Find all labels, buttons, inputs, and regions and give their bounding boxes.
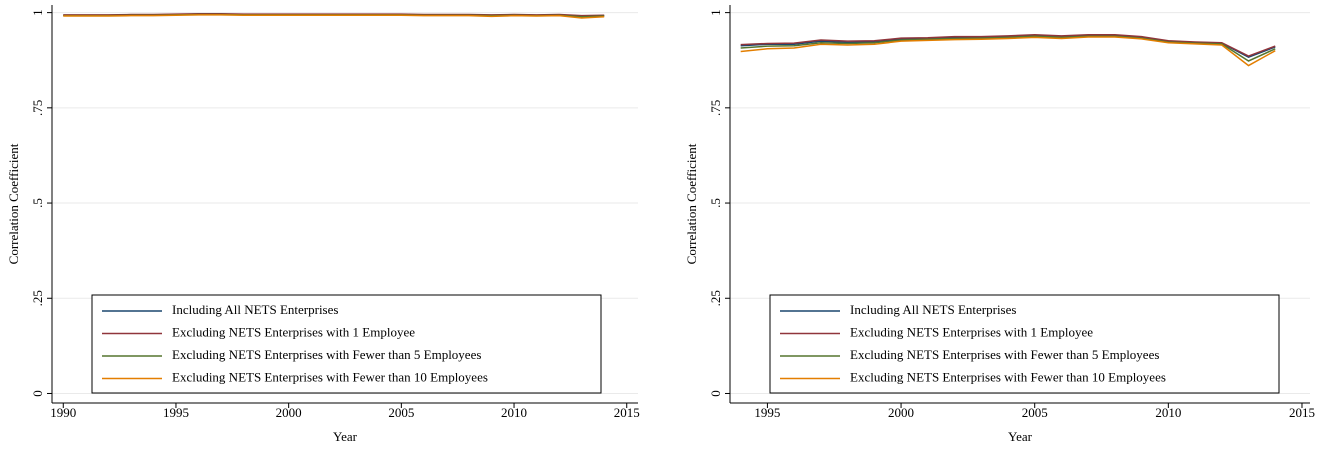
y-tick-label: 1 — [30, 9, 45, 16]
y-tick-label: .5 — [30, 198, 45, 208]
x-tick-label: 1995 — [163, 405, 189, 420]
x-tick-label: 1995 — [754, 405, 780, 420]
legend-label: Excluding NETS Enterprises with Fewer th… — [172, 347, 481, 362]
x-tick-label: 2005 — [1022, 405, 1048, 420]
y-tick-label: .75 — [708, 100, 723, 116]
legend-box — [91, 294, 602, 394]
y-tick-label: .25 — [708, 290, 723, 306]
x-axis-title: Year — [333, 429, 358, 444]
x-tick-label: 2000 — [888, 405, 914, 420]
x-tick-label: 2005 — [388, 405, 414, 420]
x-tick-label: 2010 — [501, 405, 527, 420]
series-line — [63, 13, 605, 17]
y-tick-label: 0 — [708, 390, 723, 397]
legend-label: Excluding NETS Enterprises with Fewer th… — [850, 369, 1166, 384]
x-tick-label: 2015 — [614, 405, 640, 420]
legend-label: Excluding NETS Enterprises with Fewer th… — [850, 347, 1159, 362]
series-line — [740, 35, 1276, 62]
series-line — [740, 33, 1276, 57]
legend-box — [769, 294, 1280, 394]
y-axis-title: Correlation Coefficient — [6, 143, 21, 264]
series-line — [740, 36, 1276, 67]
y-tick-label: .75 — [30, 100, 45, 116]
y-tick-label: 0 — [30, 390, 45, 397]
legend-label: Excluding NETS Enterprises with 1 Employ… — [172, 324, 415, 339]
legend-label: Excluding NETS Enterprises with Fewer th… — [172, 369, 488, 384]
y-tick-label: .5 — [708, 198, 723, 208]
x-tick-label: 2015 — [1289, 405, 1315, 420]
legend-label: Excluding NETS Enterprises with 1 Employ… — [850, 324, 1093, 339]
x-tick-label: 1990 — [50, 405, 76, 420]
legend-label: Including All NETS Enterprises — [850, 302, 1016, 317]
y-tick-label: 1 — [708, 9, 723, 16]
y-axis-title: Correlation Coefficient — [684, 143, 699, 264]
series-line — [63, 14, 605, 19]
y-tick-label: .25 — [30, 290, 45, 306]
x-tick-label: 2010 — [1155, 405, 1181, 420]
legend-label: Including All NETS Enterprises — [172, 302, 338, 317]
x-tick-label: 2000 — [276, 405, 302, 420]
x-axis-title: Year — [1008, 429, 1033, 444]
